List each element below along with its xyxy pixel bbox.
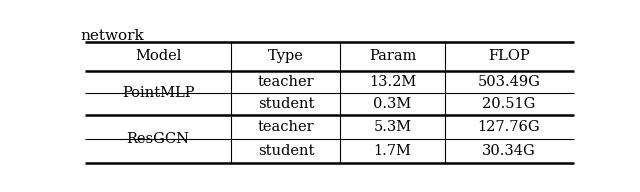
Text: ResGCN: ResGCN [127, 132, 189, 146]
Text: 1.7M: 1.7M [374, 144, 412, 158]
Text: Param: Param [369, 49, 416, 63]
Text: 0.3M: 0.3M [373, 97, 412, 111]
Text: Type: Type [268, 49, 304, 63]
Text: 127.76G: 127.76G [477, 120, 540, 134]
Text: student: student [258, 97, 314, 111]
Text: 30.34G: 30.34G [482, 144, 536, 158]
Text: 5.3M: 5.3M [373, 120, 412, 134]
Text: 13.2M: 13.2M [369, 75, 416, 89]
Text: 20.51G: 20.51G [483, 97, 536, 111]
Text: teacher: teacher [257, 75, 314, 89]
Text: network: network [80, 29, 144, 43]
Text: student: student [258, 144, 314, 158]
Text: Model: Model [135, 49, 181, 63]
Text: FLOP: FLOP [488, 49, 530, 63]
Text: 503.49G: 503.49G [477, 75, 540, 89]
Text: teacher: teacher [257, 120, 314, 134]
Text: PointMLP: PointMLP [122, 86, 195, 100]
